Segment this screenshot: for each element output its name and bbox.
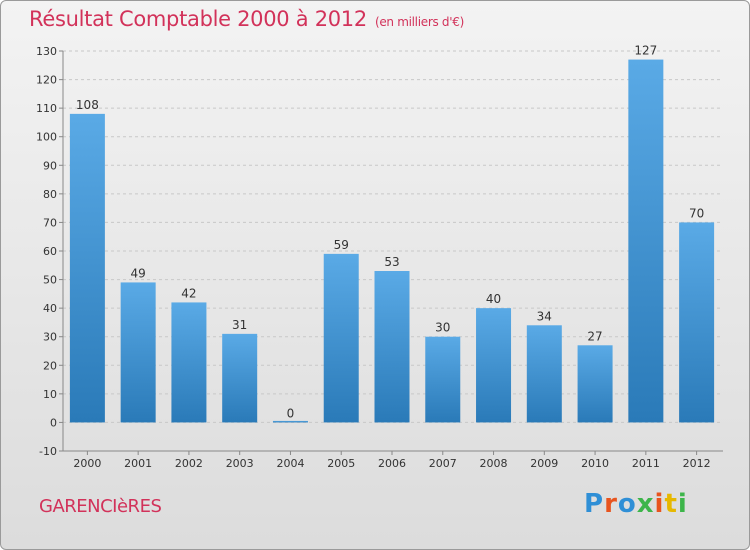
data-label-2006: 53 xyxy=(384,255,399,269)
y-tick-label: 70 xyxy=(43,216,57,229)
data-label-2012: 70 xyxy=(689,206,704,220)
chart-title: Résultat Comptable 2000 à 2012 (en millie… xyxy=(29,7,464,31)
data-label-2003: 31 xyxy=(232,318,247,332)
y-tick-label: 0 xyxy=(50,416,57,429)
bar-2007 xyxy=(425,336,461,423)
bar-2011 xyxy=(628,59,664,423)
bar-2003 xyxy=(222,333,258,423)
bar-2008 xyxy=(476,308,512,423)
x-tick-label-2006: 2006 xyxy=(378,457,406,470)
data-label-2001: 49 xyxy=(131,266,146,280)
y-tick-label: 80 xyxy=(43,188,57,201)
x-tick-label-2012: 2012 xyxy=(683,457,711,470)
logo-letter: i xyxy=(677,489,688,519)
x-tick-label-2007: 2007 xyxy=(429,457,457,470)
bar-2002 xyxy=(171,302,207,423)
data-label-2009: 34 xyxy=(537,309,552,323)
bar-2006 xyxy=(374,271,410,423)
x-tick-label-2004: 2004 xyxy=(276,457,304,470)
x-tick-label-2009: 2009 xyxy=(530,457,558,470)
y-tick-label: 90 xyxy=(43,159,57,172)
data-label-2010: 27 xyxy=(587,329,602,343)
x-tick-label-2001: 2001 xyxy=(124,457,152,470)
bar-2004 xyxy=(272,420,308,423)
data-label-2004: 0 xyxy=(287,406,295,420)
logo-letter: t xyxy=(664,489,678,519)
town-name: GARENCIèRES xyxy=(39,496,162,517)
x-tick-label-2002: 2002 xyxy=(175,457,203,470)
y-tick-label: 130 xyxy=(36,45,57,58)
data-label-2007: 30 xyxy=(435,321,450,335)
data-label-2002: 42 xyxy=(181,286,196,300)
data-label-2000: 108 xyxy=(76,98,99,112)
bar-2009 xyxy=(526,325,562,423)
chart-unit: (en milliers d'€) xyxy=(374,15,464,29)
x-tick-label-2008: 2008 xyxy=(480,457,508,470)
y-tick-label: 10 xyxy=(43,388,57,401)
y-tick-label: 110 xyxy=(36,102,57,115)
bar-2005 xyxy=(323,253,359,423)
data-label-2011: 127 xyxy=(634,44,657,58)
x-tick-label-2011: 2011 xyxy=(632,457,660,470)
y-tick-label: 20 xyxy=(43,359,57,372)
logo-letter: P xyxy=(584,489,605,519)
data-label-2005: 59 xyxy=(334,238,349,252)
bar-2001 xyxy=(120,282,156,423)
y-tick-label: 100 xyxy=(36,131,57,144)
y-tick-label: 120 xyxy=(36,74,57,87)
data-label-2008: 40 xyxy=(486,292,501,306)
x-tick-label-2010: 2010 xyxy=(581,457,609,470)
x-tick-label-2003: 2003 xyxy=(226,457,254,470)
x-tick-label-2005: 2005 xyxy=(327,457,355,470)
bar-2000 xyxy=(69,113,105,423)
y-tick-label: 60 xyxy=(43,245,57,258)
proxiti-logo: Proxiti xyxy=(584,489,688,519)
y-tick-label: 40 xyxy=(43,302,57,315)
logo-letter: x xyxy=(636,489,655,519)
logo-letter: o xyxy=(617,489,637,519)
bar-2012 xyxy=(679,222,715,423)
chart-title-text: Résultat Comptable 2000 à 2012 xyxy=(29,7,367,31)
logo-letter: i xyxy=(654,489,665,519)
x-tick-label-2000: 2000 xyxy=(73,457,101,470)
y-tick-label: -10 xyxy=(39,445,57,458)
y-tick-label: 30 xyxy=(43,331,57,344)
logo-letter: r xyxy=(604,489,618,519)
y-tick-label: 50 xyxy=(43,274,57,287)
bar-2010 xyxy=(577,345,613,423)
